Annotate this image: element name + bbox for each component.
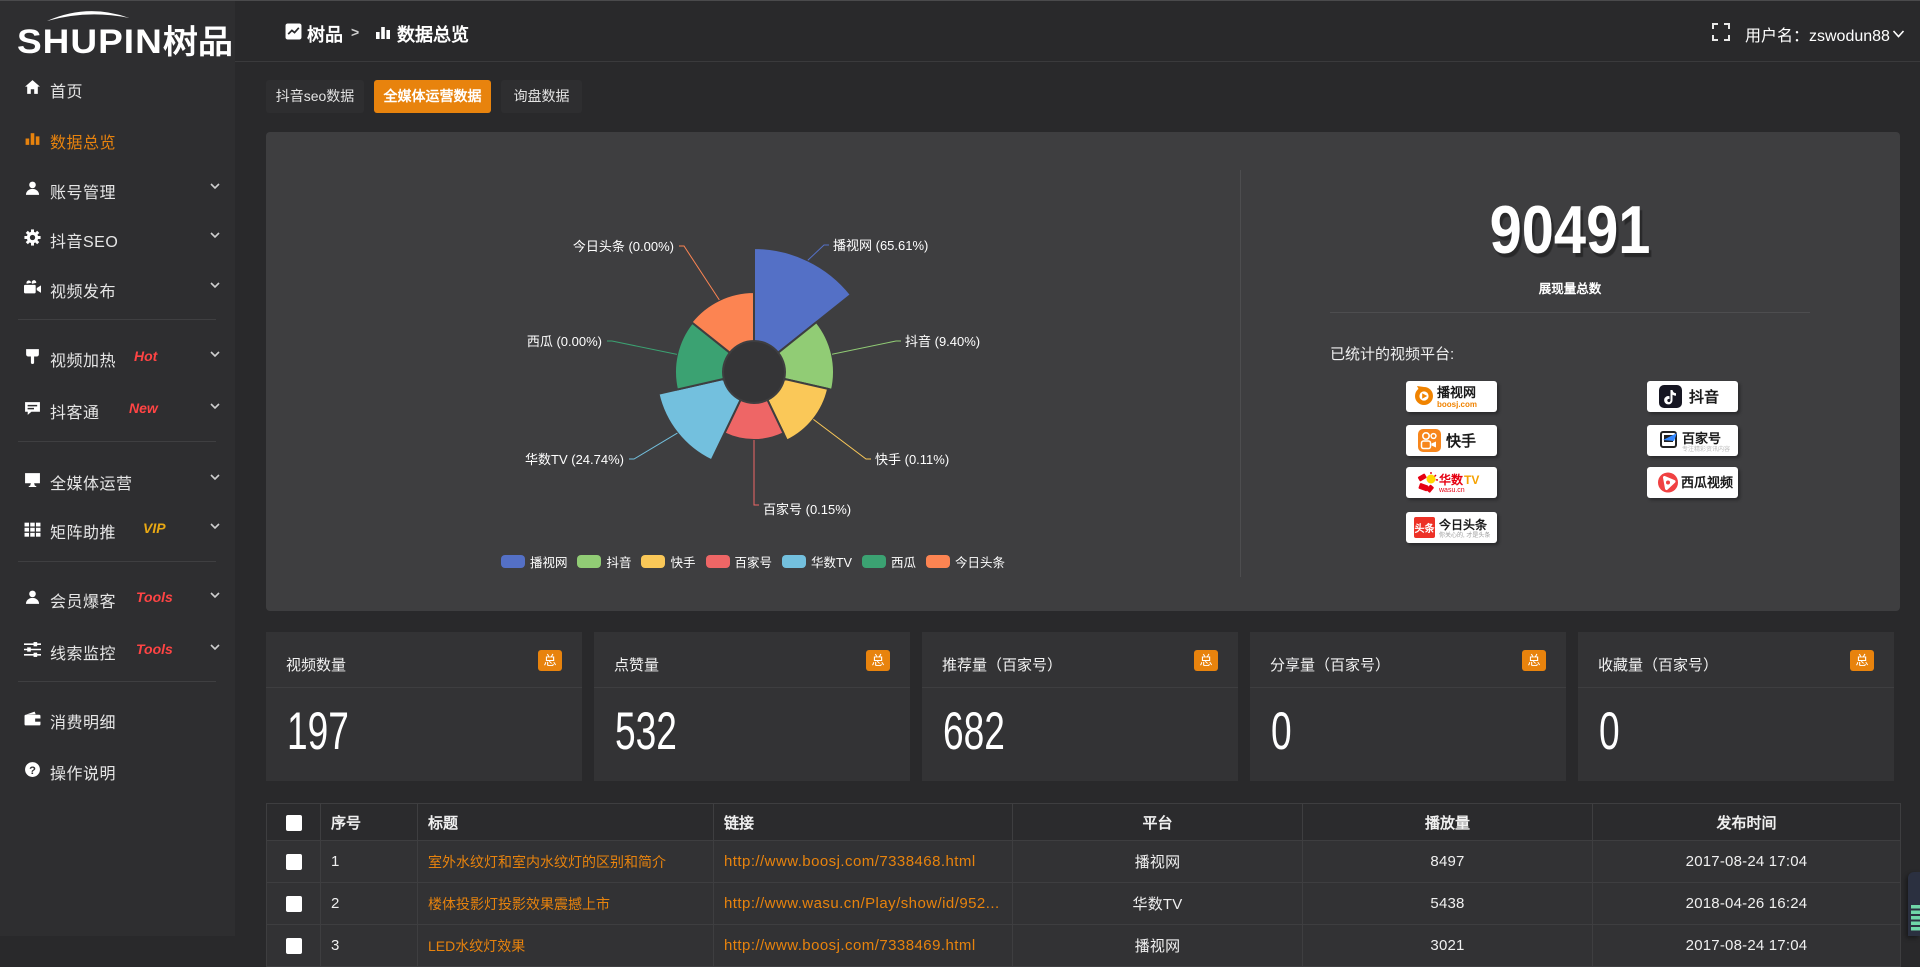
svg-text:你关心的, 才是头条: 你关心的, 才是头条 (1439, 531, 1490, 539)
svg-text:华数TV (24.74%): 华数TV (24.74%) (525, 452, 624, 467)
svg-text:百家号: 百家号 (1682, 431, 1721, 446)
svg-text:抖音: 抖音 (1689, 388, 1719, 406)
svg-text:boosj.com: boosj.com (1437, 400, 1477, 409)
svg-text:头条: 头条 (1415, 522, 1436, 535)
svg-text:快手: 快手 (1446, 432, 1476, 450)
svg-text:抖音 (9.40%): 抖音 (9.40%) (905, 334, 980, 349)
svg-text:播视网 (65.61%): 播视网 (65.61%) (833, 238, 928, 253)
svg-text:专注精彩资讯内容: 专注精彩资讯内容 (1682, 445, 1730, 453)
svg-text:百家号 (0.15%): 百家号 (0.15%) (763, 502, 851, 517)
svg-text:今日头条 (0.00%): 今日头条 (0.00%) (573, 239, 674, 254)
svg-text:wasu.cn: wasu.cn (1438, 487, 1465, 494)
svg-text:播视网: 播视网 (1437, 385, 1476, 400)
svg-text:TV: TV (1464, 473, 1479, 487)
svg-text:今日头条: 今日头条 (1438, 517, 1488, 532)
svg-text:华数: 华数 (1439, 472, 1464, 487)
svg-text:快手 (0.11%): 快手 (0.11%) (875, 452, 949, 467)
svg-text:西瓜 (0.00%): 西瓜 (0.00%) (527, 334, 602, 349)
svg-text:?: ? (29, 765, 36, 777)
svg-text:西瓜视频: 西瓜视频 (1681, 475, 1733, 490)
